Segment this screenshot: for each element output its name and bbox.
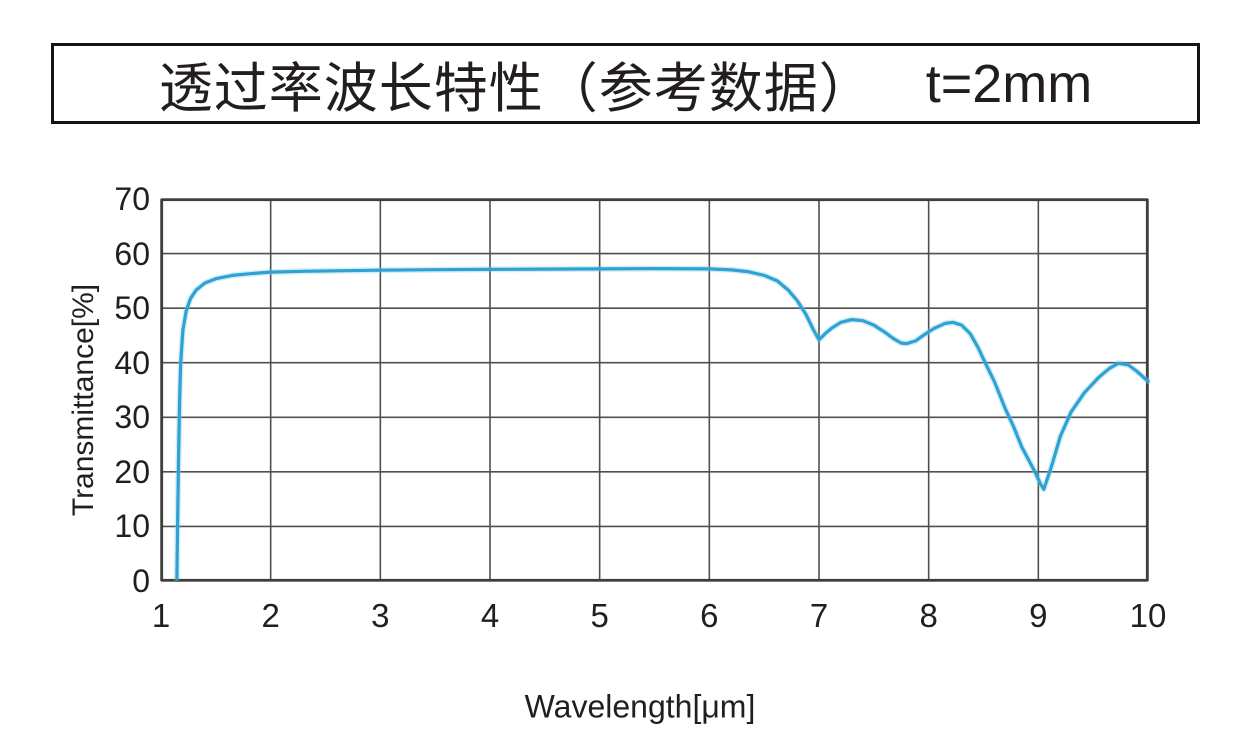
x-tick-label: 10 — [1129, 597, 1167, 634]
x-tick-label: 1 — [151, 597, 171, 634]
x-tick-label: 8 — [919, 597, 938, 634]
x-tick-label: 3 — [371, 597, 390, 634]
transmittance-curve — [175, 266, 1150, 580]
y-tick-label: 40 — [114, 344, 150, 381]
x-tick-label: 5 — [590, 597, 609, 634]
x-tick-label: 4 — [480, 597, 500, 634]
x-tick-label: 6 — [700, 597, 719, 634]
y-tick-label: 10 — [114, 508, 150, 545]
title-box: 透过率波长特性（参考数据） t=2mm — [51, 43, 1200, 124]
y-tick-label: 70 — [114, 181, 150, 217]
transmittance-curve — [173, 265, 1151, 582]
x-tick-label: 2 — [261, 597, 280, 634]
x-tick-label: 7 — [809, 597, 829, 634]
chart-title: 透过率波长特性（参考数据） — [158, 59, 874, 119]
y-tick-label: 50 — [114, 290, 150, 327]
y-tick-label: 20 — [114, 453, 150, 490]
y-tick-label: 60 — [114, 235, 150, 272]
x-tick-label: 9 — [1029, 597, 1048, 634]
transmittance-chart — [160, 198, 1151, 582]
y-tick-label: 0 — [132, 563, 150, 599]
plot-frame — [160, 198, 1149, 582]
thickness-label: t=2mm — [925, 53, 1093, 114]
x-axis-label: Wavelength[μm] — [524, 688, 756, 725]
y-tick-label: 30 — [114, 399, 150, 436]
